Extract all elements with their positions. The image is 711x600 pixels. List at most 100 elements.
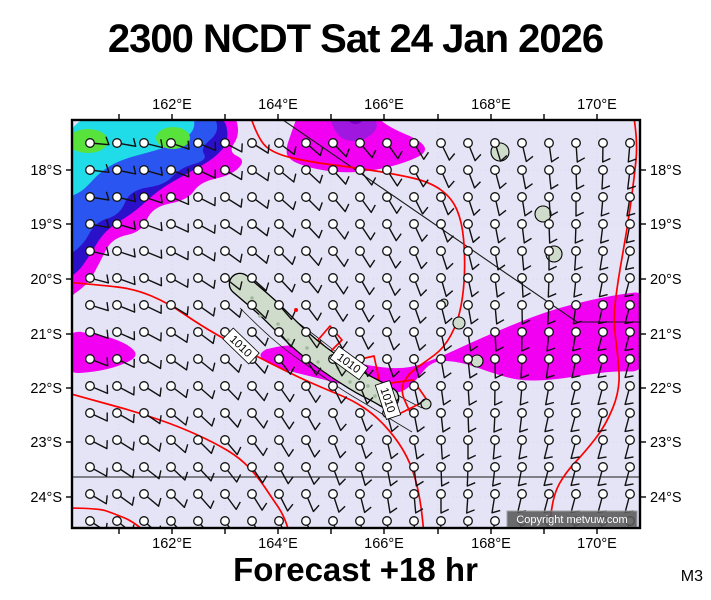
wind-barb-staff: [494, 277, 505, 298]
lon-label-top: 168°E: [471, 97, 511, 113]
wind-barb: [193, 138, 217, 152]
wind-barb-station: [625, 300, 635, 310]
wind-barb-staff: [143, 304, 162, 314]
wind-barb: [463, 300, 479, 325]
wind-barb-station: [409, 516, 419, 526]
wind-barb: [166, 219, 189, 233]
wind-barb-station: [85, 408, 95, 418]
wind-barb-station: [193, 219, 203, 229]
wind-barb-staff: [548, 169, 559, 190]
wind-barb-station: [139, 192, 149, 202]
wind-barb-station: [193, 381, 203, 391]
wind-barb: [490, 408, 503, 433]
wind-barb-staff: [548, 142, 560, 163]
wind-barb: [220, 138, 243, 153]
wind-barb: [193, 408, 216, 427]
wind-barb: [193, 489, 215, 509]
wind-barb: [355, 246, 376, 268]
wind-barb: [355, 435, 373, 459]
wind-barb: [112, 137, 137, 148]
wind-barb-station: [139, 246, 149, 256]
wind-barb-staff: [89, 246, 110, 256]
wind-barb: [463, 408, 477, 433]
wind-barb: [193, 273, 216, 289]
wind-barb-station: [571, 327, 581, 337]
wind-barb: [597, 435, 608, 460]
wind-barb: [517, 462, 527, 487]
wind-barb-station: [139, 138, 149, 148]
wind-barb-station: [166, 462, 176, 472]
wind-barb-staff: [467, 223, 481, 243]
wind-barb-station: [544, 462, 554, 472]
wind-barb-staff: [413, 412, 425, 433]
wind-barb-staff: [224, 277, 243, 291]
wind-barb: [625, 165, 637, 190]
wind-barb: [85, 246, 110, 256]
wind-barb: [220, 192, 243, 208]
wind-barb-staff: [413, 223, 429, 242]
wind-barb: [328, 219, 350, 240]
wind-barb-station: [166, 138, 176, 148]
wind-barb-staff: [624, 358, 634, 379]
wind-barb: [624, 381, 635, 406]
wind-barb: [301, 327, 322, 349]
wind-barb-station: [517, 300, 527, 310]
wind-barb-station: [166, 327, 176, 337]
wind-barb: [544, 300, 556, 325]
wind-barb-staff: [597, 466, 607, 487]
wind-barb: [247, 219, 270, 237]
wind-barb-station: [139, 165, 149, 175]
wind-barb-staff: [575, 169, 585, 190]
wind-barb-staff: [143, 493, 162, 507]
wind-barb-station: [220, 462, 230, 472]
wind-barb-station: [355, 138, 365, 148]
wind-barb-staff: [440, 196, 455, 216]
wind-barb-station: [112, 165, 122, 175]
wind-barb: [301, 165, 324, 184]
wind-barb: [247, 165, 270, 182]
wind-barb: [166, 516, 188, 528]
wind-barb-staff: [413, 277, 428, 297]
wind-barb-staff: [440, 277, 454, 297]
wind-barb-station: [247, 462, 257, 472]
wind-barb: [409, 408, 425, 433]
wind-barb: [490, 246, 506, 271]
wind-barb: [166, 192, 190, 206]
wind-barb-station: [328, 327, 338, 337]
wind-barb-staff: [116, 193, 137, 203]
wind-barb-staff: [197, 277, 216, 289]
wind-barb-station: [85, 381, 95, 391]
wind-barb-staff: [466, 466, 476, 487]
wind-barb-station: [301, 273, 311, 283]
wind-barb: [355, 489, 372, 514]
wind-barb-station: [409, 327, 419, 337]
wind-barb-staff: [440, 412, 451, 433]
wind-barb-station: [436, 516, 446, 526]
wind-barb-staff: [89, 136, 110, 146]
wind-barb: [598, 192, 610, 217]
wind-barb-station: [166, 354, 176, 364]
wind-barb-staff: [359, 169, 377, 186]
wind-barb: [85, 300, 109, 312]
wind-barb: [490, 327, 504, 352]
wind-barb: [85, 191, 110, 202]
wind-barb-station: [625, 273, 635, 283]
wind-barb-station: [220, 435, 230, 445]
wind-barb-station: [355, 219, 365, 229]
wind-barb: [571, 219, 584, 244]
wind-barb: [166, 273, 189, 288]
wind-barb-staff: [278, 277, 296, 293]
wind-barb-staff: [278, 331, 296, 348]
wind-barb-staff: [467, 385, 478, 406]
wind-barb-staff: [224, 169, 243, 181]
wind-barb-staff: [251, 493, 268, 511]
wind-barb-station: [301, 327, 311, 337]
wind-barb-station: [139, 219, 149, 229]
wind-barb-station: [571, 300, 581, 310]
wind-barb: [382, 192, 403, 214]
wind-barb-staff: [170, 250, 189, 261]
wind-barb: [597, 381, 608, 406]
lat-label-left: 20°S: [30, 272, 62, 288]
wind-barb-station: [382, 246, 392, 256]
